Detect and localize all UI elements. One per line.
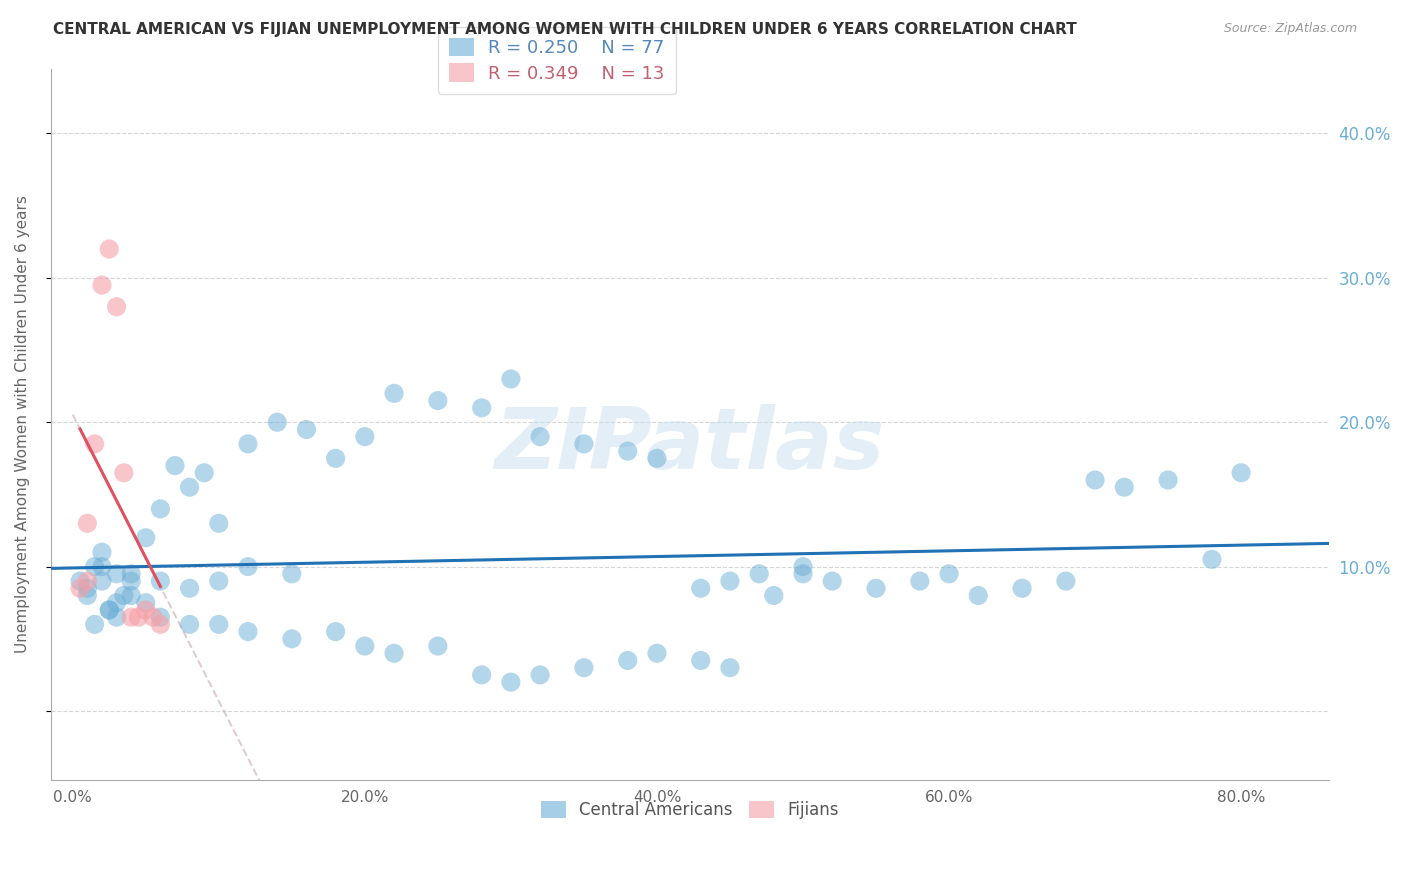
Point [1157,473,1180,487]
Point [281,632,304,646]
Point [748,566,770,581]
Point [179,480,201,494]
Point [938,566,960,581]
Point [83,559,105,574]
Point [120,589,142,603]
Point [135,596,157,610]
Point [208,617,231,632]
Point [236,559,259,574]
Point [792,566,814,581]
Point [149,617,172,632]
Point [382,386,405,401]
Point [91,574,114,588]
Point [179,582,201,596]
Point [572,437,595,451]
Point [471,668,494,682]
Point [142,610,165,624]
Point [69,574,91,588]
Point [1114,480,1136,494]
Point [762,589,785,603]
Point [499,675,522,690]
Point [645,451,668,466]
Point [98,242,121,256]
Point [236,437,259,451]
Point [529,430,551,444]
Point [236,624,259,639]
Point [193,466,215,480]
Point [689,582,711,596]
Point [98,603,121,617]
Point [83,437,105,451]
Point [499,372,522,386]
Point [112,589,135,603]
Point [76,582,98,596]
Point [120,566,142,581]
Point [105,566,128,581]
Point [105,596,128,610]
Text: CENTRAL AMERICAN VS FIJIAN UNEMPLOYMENT AMONG WOMEN WITH CHILDREN UNDER 6 YEARS : CENTRAL AMERICAN VS FIJIAN UNEMPLOYMENT … [53,22,1077,37]
Point [208,516,231,531]
Point [1084,473,1107,487]
Point [471,401,494,415]
Point [908,574,931,588]
Point [295,422,318,436]
Point [572,661,595,675]
Point [353,639,375,653]
Point [208,574,231,588]
Point [426,393,449,408]
Point [382,646,405,660]
Legend: Central Americans, Fijians: Central Americans, Fijians [534,794,845,825]
Point [76,516,98,531]
Point [325,624,347,639]
Point [135,531,157,545]
Point [76,589,98,603]
Point [1201,552,1223,566]
Point [149,610,172,624]
Text: Source: ZipAtlas.com: Source: ZipAtlas.com [1223,22,1357,36]
Point [1011,582,1033,596]
Point [163,458,186,473]
Point [149,574,172,588]
Point [645,646,668,660]
Point [91,278,114,293]
Point [616,653,638,667]
Point [149,501,172,516]
Point [76,574,98,588]
Point [821,574,844,588]
Point [112,466,135,480]
Point [83,617,105,632]
Point [792,559,814,574]
Point [1054,574,1077,588]
Point [98,603,121,617]
Point [120,610,142,624]
Point [120,574,142,588]
Point [69,582,91,596]
Point [325,451,347,466]
Point [529,668,551,682]
Point [1230,466,1253,480]
Point [91,559,114,574]
Point [718,574,741,588]
Point [135,603,157,617]
Point [281,566,304,581]
Point [105,300,128,314]
Point [105,610,128,624]
Point [718,661,741,675]
Point [426,639,449,653]
Y-axis label: Unemployment Among Women with Children Under 6 years: Unemployment Among Women with Children U… [15,195,30,653]
Point [967,589,990,603]
Point [266,415,288,429]
Point [616,444,638,458]
Text: ZIPatlas: ZIPatlas [495,404,884,487]
Point [127,610,149,624]
Point [689,653,711,667]
Point [91,545,114,559]
Point [865,582,887,596]
Point [179,617,201,632]
Point [353,430,375,444]
